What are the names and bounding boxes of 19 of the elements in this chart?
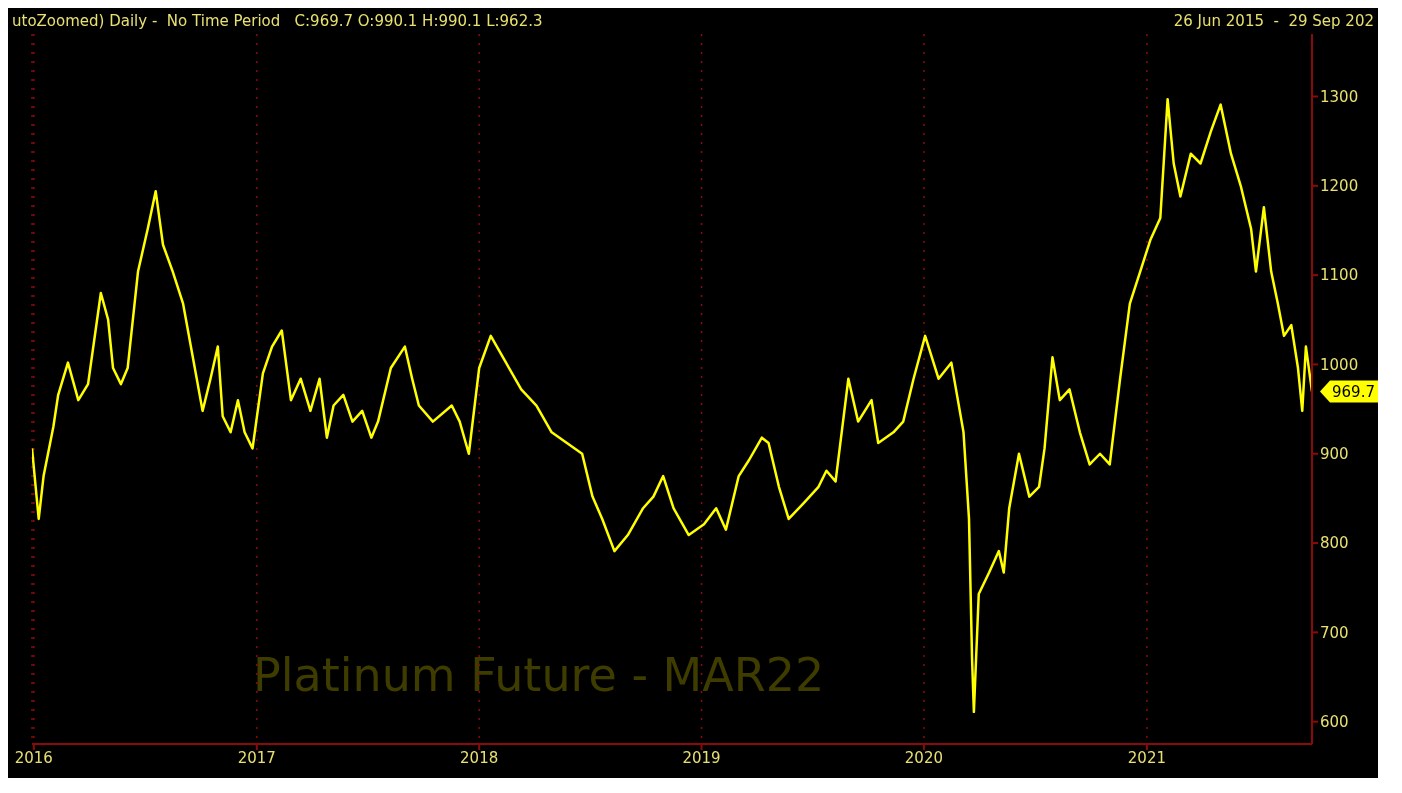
y-tick-label: 1300 [1320, 87, 1359, 106]
annotation: 969.7 [1332, 382, 1375, 401]
y-tick-label: 700 [1320, 623, 1349, 642]
x-tick-label: 2018 [460, 748, 499, 767]
x-tick-label: 2019 [682, 748, 721, 767]
x-tick-label: 2016 [14, 748, 53, 767]
x-tick-label: 2017 [237, 748, 276, 767]
x-tick-label: 2021 [1127, 748, 1166, 767]
x-tick-label: 2020 [904, 748, 944, 767]
y-tick-label: 900 [1320, 445, 1349, 464]
text: 26 Jun 2015 - 29 Sep 202 [1173, 12, 1374, 30]
text: Platinum Future - MAR22 [253, 648, 825, 702]
text: utoZoomed) Daily - No Time Period C:969.7 O:990.1 H:990.1 L:962.3 [12, 12, 543, 30]
line-series [32, 97, 1312, 714]
y-tick-label: 800 [1320, 534, 1349, 553]
y-tick-label: 600 [1320, 713, 1349, 731]
y-tick-label: 1000 [1320, 355, 1359, 374]
y-tick-label: 1200 [1320, 177, 1359, 196]
y-tick-label: 1100 [1320, 266, 1359, 285]
